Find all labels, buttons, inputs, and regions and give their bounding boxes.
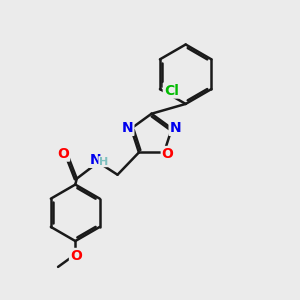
Text: O: O bbox=[162, 147, 174, 161]
Text: N: N bbox=[89, 153, 101, 167]
Text: H: H bbox=[99, 157, 108, 167]
Text: O: O bbox=[57, 147, 69, 160]
Text: Cl: Cl bbox=[164, 84, 179, 98]
Text: N: N bbox=[169, 121, 181, 135]
Text: O: O bbox=[70, 249, 82, 263]
Text: N: N bbox=[122, 121, 134, 135]
